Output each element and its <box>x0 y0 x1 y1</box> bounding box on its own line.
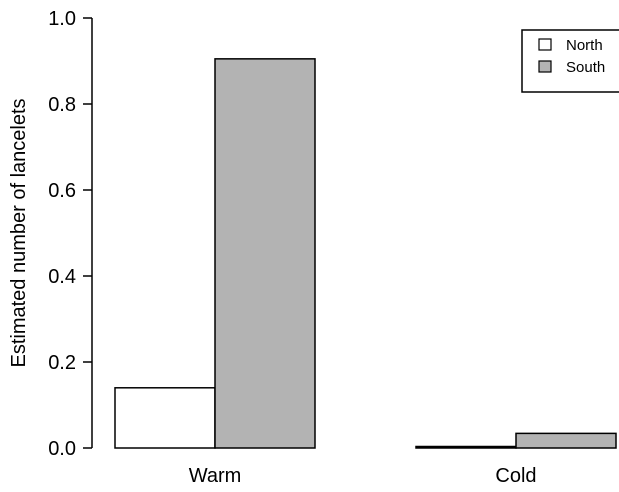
y-axis-label: Estimated number of lancelets <box>8 98 30 367</box>
legend-box <box>521 29 619 93</box>
legend-swatch-north <box>538 38 552 51</box>
y-axis: 0.0 0.2 0.4 0.6 0.8 1.0 <box>48 8 93 460</box>
bar-warm-north <box>114 387 216 449</box>
y-tick-label: 0.2 <box>48 352 76 374</box>
x-axis-labels: Warm Cold <box>189 465 537 487</box>
y-tick-label: 0.0 <box>48 438 76 460</box>
legend-swatch-south <box>538 60 552 73</box>
bar-warm-south <box>214 58 316 449</box>
bar-cold-south <box>515 432 617 449</box>
y-tick-label: 0.6 <box>48 180 76 202</box>
y-tick-label: 0.8 <box>48 94 76 116</box>
bar-cold-north <box>415 445 517 449</box>
x-tick-label: Cold <box>495 465 536 487</box>
legend-label-south: South <box>566 59 605 76</box>
y-tick-label: 0.4 <box>48 266 76 288</box>
x-tick-label: Warm <box>189 465 242 487</box>
legend: North South <box>521 29 619 93</box>
y-tick-label: 1.0 <box>48 8 76 30</box>
bars <box>114 58 617 449</box>
legend-label-north: North <box>566 37 603 54</box>
